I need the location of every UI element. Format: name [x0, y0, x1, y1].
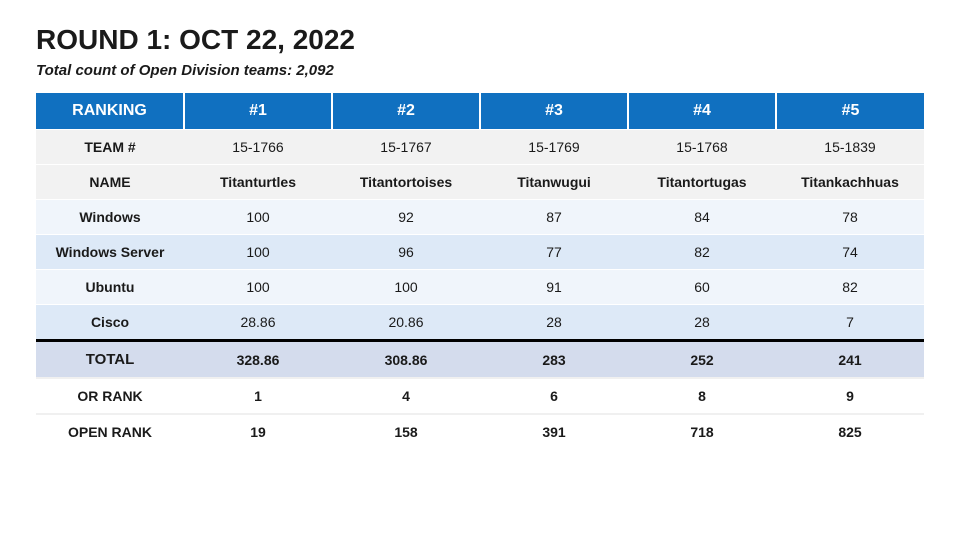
- cell: 84: [628, 200, 776, 235]
- header-rank-2: #2: [332, 93, 480, 130]
- page-subtitle: Total count of Open Division teams: 2,09…: [36, 62, 924, 79]
- cell: 241: [776, 341, 924, 379]
- header-ranking: RANKING: [36, 93, 184, 130]
- label-windows: Windows: [36, 200, 184, 235]
- cell: 252: [628, 341, 776, 379]
- header-row: RANKING #1 #2 #3 #4 #5: [36, 93, 924, 130]
- cell: 28: [480, 305, 628, 341]
- cell: 8: [628, 378, 776, 414]
- cell: Titanturtles: [184, 165, 332, 200]
- row-cisco: Cisco 28.86 20.86 28 28 7: [36, 305, 924, 341]
- cell: 6: [480, 378, 628, 414]
- cell: 87: [480, 200, 628, 235]
- cell: 19: [184, 414, 332, 449]
- cell: Titantortoises: [332, 165, 480, 200]
- row-team-number: TEAM # 15-1766 15-1767 15-1769 15-1768 1…: [36, 130, 924, 165]
- cell: 82: [628, 235, 776, 270]
- cell: 60: [628, 270, 776, 305]
- cell: Titankachhuas: [776, 165, 924, 200]
- cell: 9: [776, 378, 924, 414]
- row-or-rank: OR RANK 1 4 6 8 9: [36, 378, 924, 414]
- cell: 283: [480, 341, 628, 379]
- cell: 7: [776, 305, 924, 341]
- cell: 308.86: [332, 341, 480, 379]
- row-windows: Windows 100 92 87 84 78: [36, 200, 924, 235]
- header-rank-3: #3: [480, 93, 628, 130]
- ranking-table: RANKING #1 #2 #3 #4 #5 TEAM # 15-1766 15…: [36, 93, 924, 449]
- row-open-rank: OPEN RANK 19 158 391 718 825: [36, 414, 924, 449]
- row-total: TOTAL 328.86 308.86 283 252 241: [36, 341, 924, 379]
- row-windows-server: Windows Server 100 96 77 82 74: [36, 235, 924, 270]
- cell: 96: [332, 235, 480, 270]
- cell: 92: [332, 200, 480, 235]
- label-cisco: Cisco: [36, 305, 184, 341]
- header-rank-1: #1: [184, 93, 332, 130]
- label-windows-server: Windows Server: [36, 235, 184, 270]
- cell: 28.86: [184, 305, 332, 341]
- cell: 20.86: [332, 305, 480, 341]
- cell: 15-1766: [184, 130, 332, 165]
- cell: 74: [776, 235, 924, 270]
- cell: 100: [184, 235, 332, 270]
- header-rank-4: #4: [628, 93, 776, 130]
- row-team-name: NAME Titanturtles Titantortoises Titanwu…: [36, 165, 924, 200]
- cell: 100: [184, 200, 332, 235]
- cell: 15-1839: [776, 130, 924, 165]
- label-name: NAME: [36, 165, 184, 200]
- label-ubuntu: Ubuntu: [36, 270, 184, 305]
- cell: 100: [184, 270, 332, 305]
- cell: 77: [480, 235, 628, 270]
- label-or-rank: OR RANK: [36, 378, 184, 414]
- cell: 1: [184, 378, 332, 414]
- cell: 328.86: [184, 341, 332, 379]
- cell: 100: [332, 270, 480, 305]
- header-rank-5: #5: [776, 93, 924, 130]
- label-team: TEAM #: [36, 130, 184, 165]
- cell: 15-1769: [480, 130, 628, 165]
- cell: 825: [776, 414, 924, 449]
- cell: 82: [776, 270, 924, 305]
- cell: 158: [332, 414, 480, 449]
- row-ubuntu: Ubuntu 100 100 91 60 82: [36, 270, 924, 305]
- cell: 718: [628, 414, 776, 449]
- cell: 391: [480, 414, 628, 449]
- cell: Titantortugas: [628, 165, 776, 200]
- label-open-rank: OPEN RANK: [36, 414, 184, 449]
- cell: 91: [480, 270, 628, 305]
- cell: 28: [628, 305, 776, 341]
- cell: 15-1767: [332, 130, 480, 165]
- cell: 4: [332, 378, 480, 414]
- cell: 78: [776, 200, 924, 235]
- cell: Titanwugui: [480, 165, 628, 200]
- page-title: ROUND 1: OCT 22, 2022: [36, 24, 924, 56]
- cell: 15-1768: [628, 130, 776, 165]
- label-total: TOTAL: [36, 341, 184, 379]
